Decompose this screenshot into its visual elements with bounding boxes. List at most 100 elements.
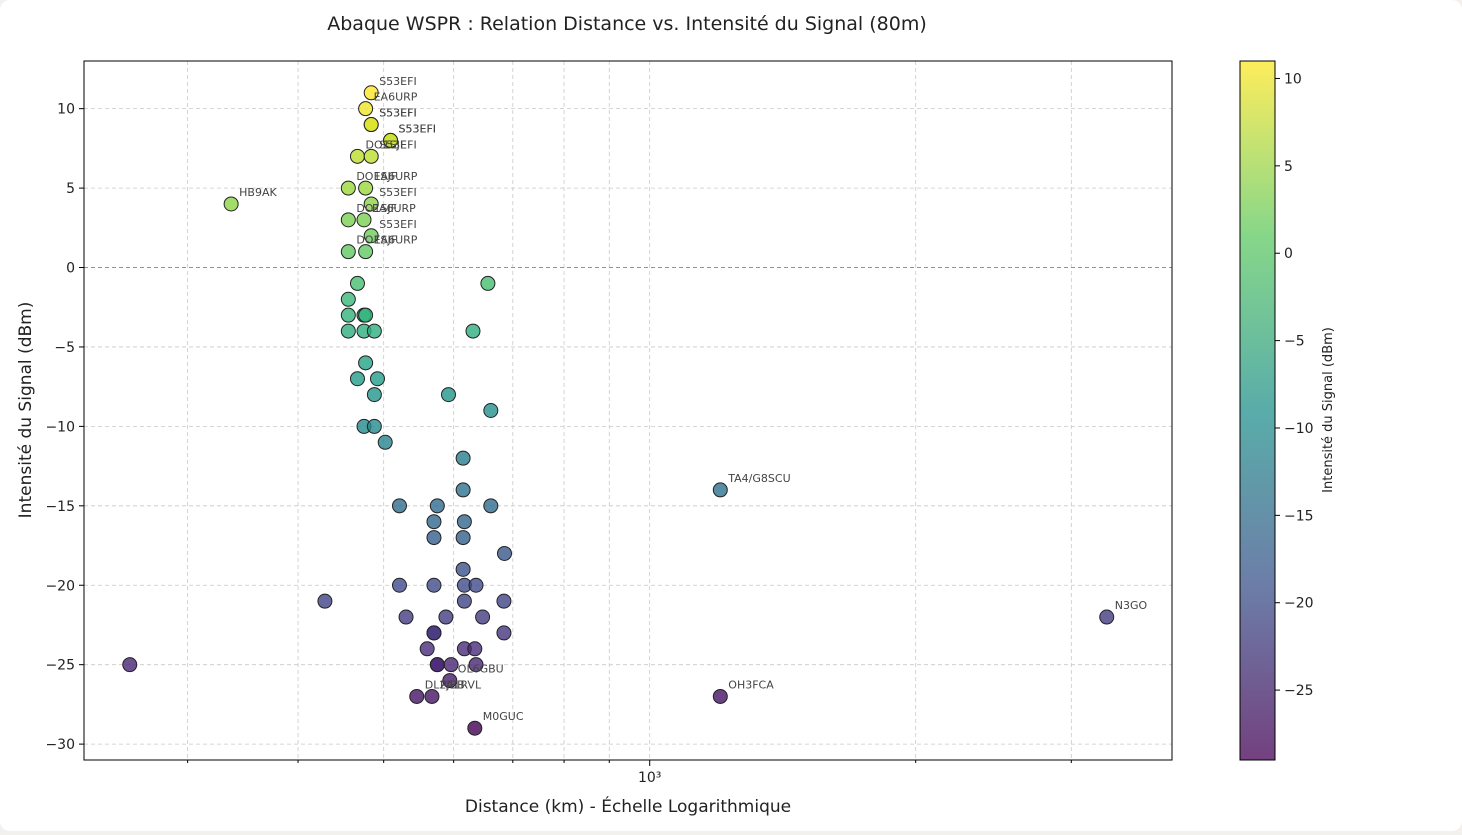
colorbar-tick-label: −10	[1284, 421, 1314, 437]
data-point	[426, 530, 442, 546]
colorbar-tick-label: −5	[1284, 334, 1305, 350]
data-point	[377, 434, 393, 450]
data-point	[349, 275, 365, 291]
data-point	[456, 593, 472, 609]
data-point	[317, 593, 333, 609]
point-label: OL6GBU	[458, 663, 504, 676]
data-point	[391, 498, 407, 514]
point-label: DO1SJF	[356, 170, 397, 183]
data-point	[475, 609, 491, 625]
y-tick-label: −20	[45, 578, 75, 594]
data-point	[467, 641, 483, 657]
data-point	[369, 371, 385, 387]
point-label: EA6URP	[374, 170, 418, 183]
data-point	[429, 657, 445, 673]
data-point	[356, 212, 372, 228]
data-point	[358, 180, 374, 196]
data-point	[438, 609, 454, 625]
y-tick-label: −25	[45, 658, 75, 674]
x-axis-label: Distance (km) - Échelle Logarithmique	[465, 795, 791, 817]
data-point	[363, 148, 379, 164]
data-point	[122, 657, 138, 673]
y-axis-label: Intensité du Signal (dBm)	[16, 302, 36, 519]
data-point	[465, 323, 481, 339]
data-point	[443, 657, 459, 673]
data-point	[383, 132, 399, 148]
point-label: S53EFI	[399, 122, 437, 135]
point-labels: HB9AK S53EFI EA6URP S53EFI S53EFI S53EFI S53EF…	[239, 75, 1147, 723]
point-label: DO1SJF	[365, 138, 406, 151]
data-point	[223, 196, 239, 212]
data-point	[340, 307, 356, 323]
plot-area	[83, 60, 1173, 761]
data-point	[349, 371, 365, 387]
point-label: S53EFI	[379, 138, 417, 151]
data-point	[480, 275, 496, 291]
data-point	[429, 498, 445, 514]
point-label: PA1RVL	[440, 678, 482, 691]
y-tick-label: 10	[57, 102, 75, 118]
y-tick-label: −5	[54, 340, 75, 356]
data-point	[496, 593, 512, 609]
y-tick-label: −15	[45, 499, 75, 515]
data-point	[442, 673, 458, 689]
data-point	[349, 148, 365, 164]
point-label: DO1SJF	[356, 234, 397, 247]
y-tick-label: 5	[66, 181, 75, 197]
y-tick-label: −10	[45, 419, 75, 435]
point-label: S53EFI	[379, 107, 417, 120]
data-point	[455, 482, 471, 498]
data-point	[358, 244, 374, 260]
data-point	[363, 117, 379, 133]
point-label: S53EFI	[399, 122, 437, 135]
data-point	[456, 514, 472, 530]
point-label: S53EFI	[379, 186, 417, 199]
data-point	[712, 482, 728, 498]
data-point	[455, 450, 471, 466]
data-point	[496, 625, 512, 641]
data-points	[122, 85, 1115, 736]
point-label: DL2JBB	[425, 678, 465, 691]
colorbar-label: Intensité du Signal (dBm)	[1321, 327, 1336, 493]
data-point	[455, 561, 471, 577]
data-point	[426, 625, 442, 641]
data-point	[712, 688, 728, 704]
colorbar-tick-label: 0	[1284, 246, 1293, 262]
data-point	[358, 101, 374, 117]
colorbar-tick-label: 10	[1284, 71, 1302, 87]
data-point	[496, 545, 512, 561]
point-label: S53EFI	[379, 218, 417, 231]
data-point	[426, 577, 442, 593]
point-label: M0GUC	[483, 710, 524, 723]
data-point	[391, 577, 407, 593]
point-label: HB9AK	[239, 186, 277, 199]
data-point	[467, 720, 483, 736]
data-point	[1099, 609, 1115, 625]
point-label: TA4/G8SCU	[727, 472, 790, 485]
data-point	[363, 85, 379, 101]
data-point	[468, 657, 484, 673]
data-point	[340, 212, 356, 228]
chart-title: Abaque WSPR : Relation Distance vs. Inte…	[327, 13, 927, 35]
colorbar	[1239, 60, 1276, 761]
data-point	[340, 244, 356, 260]
data-point	[398, 609, 414, 625]
data-point	[363, 196, 379, 212]
x-axis-ticks: 10³	[187, 760, 1072, 786]
data-point	[424, 688, 440, 704]
data-point	[483, 498, 499, 514]
data-point	[468, 577, 484, 593]
point-label: S53EFI	[379, 75, 417, 88]
data-point	[340, 323, 356, 339]
data-point	[455, 530, 471, 546]
colorbar-tick-label: 5	[1284, 159, 1293, 175]
x-tick-label: 10³	[638, 770, 661, 786]
colorbar-ticks: −25 −20 −15 −10 −5 0 5 10	[1275, 71, 1314, 699]
data-point	[340, 291, 356, 307]
data-point	[358, 307, 374, 323]
point-label: EA6URP	[374, 91, 418, 104]
data-point	[409, 688, 425, 704]
data-point	[358, 355, 374, 371]
